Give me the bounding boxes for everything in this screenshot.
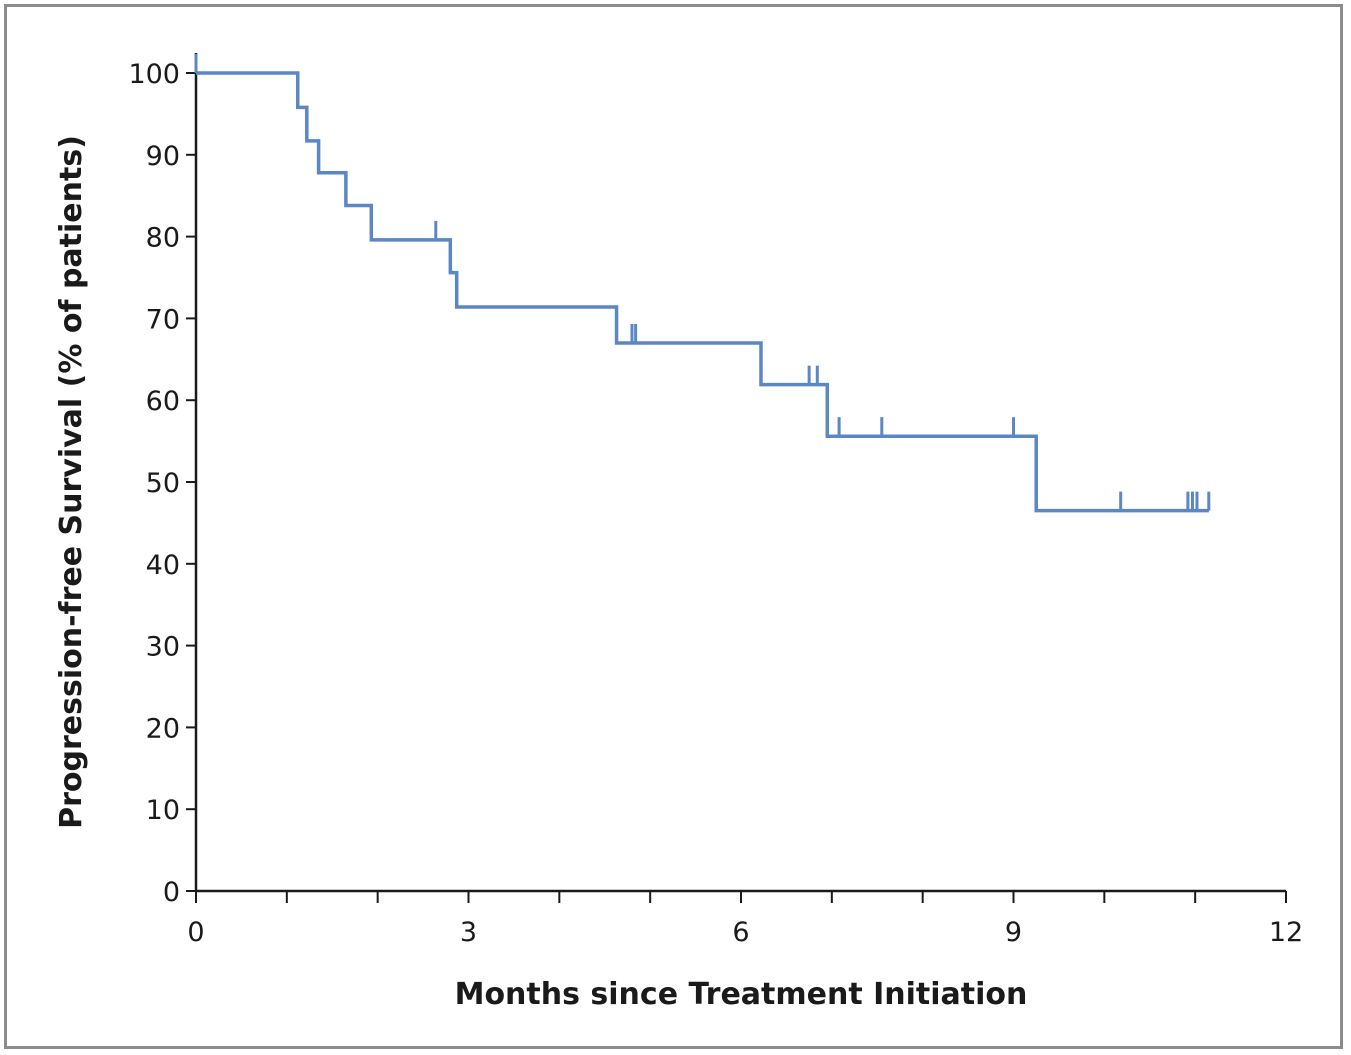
y-tick-label: 10 (146, 795, 180, 826)
axes: 0 10 20 30 40 50 60 70 80 90 100 0 3 6 9 12 (128, 53, 1303, 948)
x-tick-label: 9 (1005, 917, 1022, 948)
y-axis-title: Progression-free Survival (% of patients… (54, 135, 89, 829)
y-tick-label: 20 (146, 713, 180, 744)
x-tick-label: 6 (732, 917, 749, 948)
y-tick-label: 0 (163, 877, 180, 908)
y-tick-label: 40 (146, 550, 180, 581)
series-group (194, 54, 1211, 513)
x-tick-label: 3 (460, 917, 477, 948)
y-tick-label: 70 (146, 304, 180, 335)
figure-frame (4, 4, 1343, 1049)
survival-step-line (196, 71, 1209, 513)
y-tick-label: 50 (146, 468, 180, 499)
x-axis-title: Months since Treatment Initiation (455, 977, 1028, 1012)
y-tick-label: 80 (146, 223, 180, 254)
x-tick-label: 0 (187, 917, 204, 948)
y-tick-label: 90 (146, 141, 180, 172)
y-tick-label: 100 (128, 59, 180, 90)
y-tick-label: 30 (146, 632, 180, 663)
x-tick-label: 12 (1269, 917, 1303, 948)
y-tick-label: 60 (146, 386, 180, 417)
